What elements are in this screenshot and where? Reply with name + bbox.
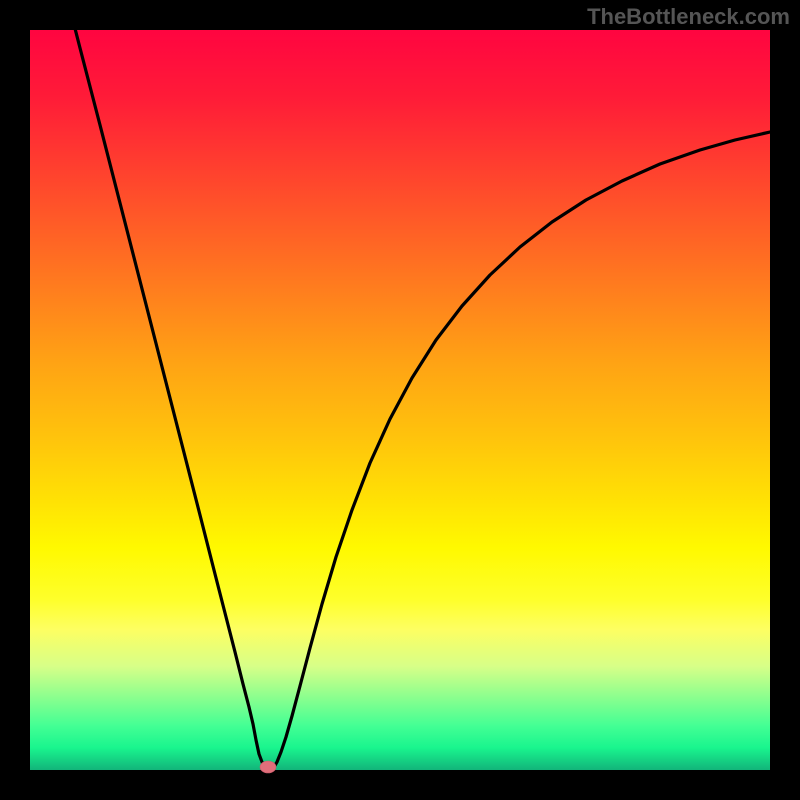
- optimal-point-marker: [260, 761, 276, 773]
- watermark-label: TheBottleneck.com: [587, 4, 790, 30]
- bottleneck-chart: [0, 0, 800, 800]
